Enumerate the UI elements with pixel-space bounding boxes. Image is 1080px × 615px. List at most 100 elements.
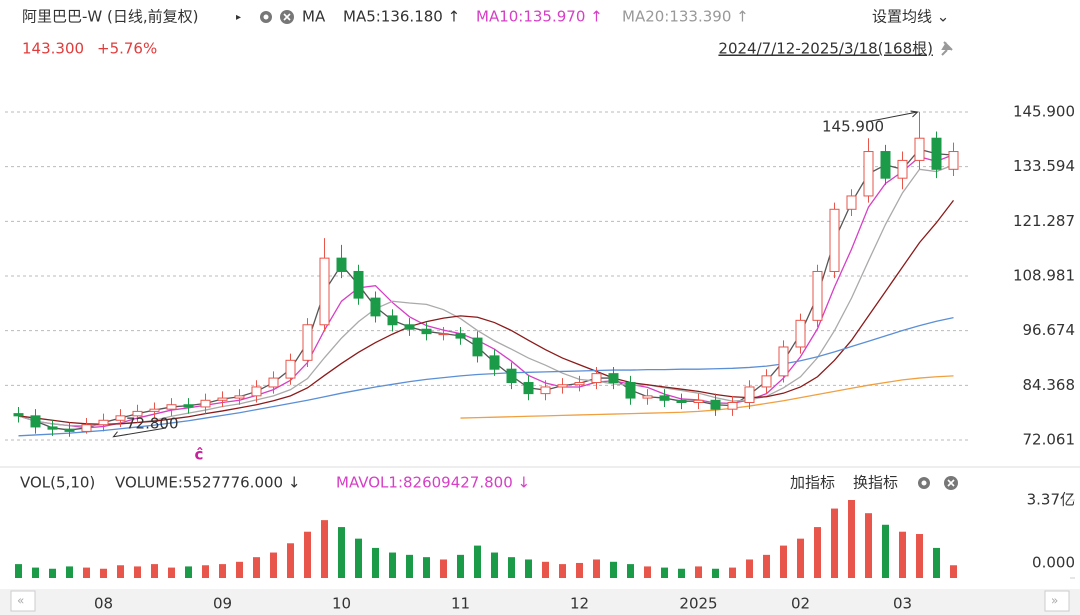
candle-body bbox=[200, 399, 211, 408]
switch-indicator[interactable]: 换指标 bbox=[853, 474, 898, 492]
y-tick-label: 96.674 bbox=[1023, 321, 1076, 339]
vol-settings-icon[interactable] bbox=[918, 477, 930, 489]
candle-body bbox=[727, 402, 738, 410]
volume-bar bbox=[151, 564, 158, 578]
volume-bar bbox=[576, 562, 583, 578]
candle-body bbox=[557, 384, 568, 388]
candle-body bbox=[608, 373, 619, 384]
stock-title[interactable]: 阿里巴巴-W (日线,前复权) bbox=[22, 8, 199, 26]
candle-body bbox=[897, 159, 908, 179]
volume-bar bbox=[66, 566, 73, 578]
vol-close-icon[interactable] bbox=[944, 476, 958, 490]
candle-body bbox=[166, 404, 177, 410]
volume-bar bbox=[355, 538, 362, 578]
volume-bar bbox=[304, 531, 311, 578]
ma-line bbox=[460, 375, 954, 419]
volume-bar bbox=[559, 564, 566, 578]
volume-bar bbox=[933, 547, 940, 578]
volume-bar bbox=[134, 566, 141, 578]
candle-body bbox=[523, 382, 534, 395]
volume-bar bbox=[185, 566, 192, 578]
volume-bar bbox=[763, 554, 770, 578]
candle-body bbox=[115, 415, 126, 421]
volume-bar bbox=[593, 559, 600, 578]
ma-line bbox=[18, 164, 954, 427]
candle-body bbox=[914, 137, 925, 161]
volume-bar bbox=[542, 561, 549, 578]
add-indicator[interactable]: 加指标 bbox=[790, 474, 835, 492]
candle-body bbox=[234, 395, 245, 399]
volume-value: VOLUME:5527776.000 ↓ bbox=[115, 474, 300, 492]
candle-body bbox=[149, 408, 160, 412]
volume-bar bbox=[746, 559, 753, 578]
volume-bar bbox=[831, 508, 838, 578]
volume-bar bbox=[270, 552, 277, 578]
volume-bar bbox=[899, 531, 906, 578]
volume-bar bbox=[32, 567, 39, 578]
candle-body bbox=[319, 257, 330, 326]
ma-settings[interactable]: 设置均线 ⌄ bbox=[872, 8, 949, 26]
volume-bar bbox=[729, 567, 736, 578]
candle-body bbox=[47, 426, 58, 430]
candle-body bbox=[846, 195, 857, 210]
scroll-left[interactable]: « bbox=[10, 590, 36, 612]
candle-body bbox=[795, 319, 806, 348]
candle-body bbox=[64, 428, 75, 432]
vol-label: VOL(5,10) bbox=[20, 474, 95, 492]
candle-body bbox=[574, 382, 585, 386]
ma20-value: MA20:133.390 ↑ bbox=[622, 8, 749, 26]
candle-body bbox=[30, 415, 41, 428]
scroll-right[interactable]: » bbox=[1044, 590, 1070, 612]
volume-bar bbox=[457, 554, 464, 578]
candle-body bbox=[761, 375, 772, 388]
candle-body bbox=[438, 333, 449, 336]
ma-line bbox=[18, 317, 954, 437]
y-tick-label: 0.000 bbox=[1032, 554, 1075, 572]
annotation-arrow bbox=[112, 427, 167, 438]
svg-text:»: » bbox=[1051, 594, 1058, 608]
mavol-value: MAVOL1:82609427.800 ↓ bbox=[336, 474, 530, 492]
expand-arrow[interactable]: ▸ bbox=[236, 12, 241, 23]
volume-bar bbox=[202, 565, 209, 578]
ma-line bbox=[18, 154, 954, 429]
x-tick-label: 09 bbox=[213, 595, 232, 613]
volume-bar bbox=[168, 567, 175, 578]
y-tick-label: 72.061 bbox=[1023, 430, 1076, 448]
candle-body bbox=[676, 399, 687, 404]
volume-bar bbox=[525, 559, 532, 578]
ma10-value: MA10:135.970 ↑ bbox=[476, 8, 603, 26]
x-tick-label: 12 bbox=[570, 595, 589, 613]
candle-body bbox=[98, 419, 109, 426]
volume-bar bbox=[678, 568, 685, 578]
volume-bar bbox=[712, 568, 719, 578]
volume-bar bbox=[253, 557, 260, 578]
settings-icon[interactable] bbox=[260, 11, 272, 23]
volume-bar bbox=[610, 561, 617, 578]
candle-body bbox=[336, 257, 347, 272]
candle-body bbox=[931, 137, 942, 170]
price-change: +5.76% bbox=[97, 40, 157, 58]
y-tick-label: 133.594 bbox=[1013, 157, 1075, 175]
candle-body bbox=[353, 270, 364, 299]
candle-body bbox=[659, 395, 670, 401]
signal-marker: ĉ bbox=[195, 446, 204, 464]
candle-body bbox=[812, 270, 823, 321]
last-price: 143.300 bbox=[22, 40, 84, 58]
candle-body bbox=[506, 368, 517, 384]
date-range[interactable]: 2024/7/12-2025/3/18(168根) bbox=[718, 40, 933, 58]
volume-bar bbox=[508, 557, 515, 578]
volume-bar bbox=[389, 552, 396, 578]
candle-body bbox=[268, 377, 279, 388]
x-tick-label: 10 bbox=[332, 595, 351, 613]
volume-bar bbox=[848, 500, 855, 578]
x-axis-bar bbox=[0, 589, 1080, 615]
volume-bar bbox=[287, 543, 294, 578]
volume-bar bbox=[491, 552, 498, 578]
volume-bar bbox=[83, 567, 90, 578]
volume-bar bbox=[321, 520, 328, 578]
y-tick-label: 121.287 bbox=[1013, 212, 1075, 230]
candle-body bbox=[421, 328, 432, 335]
pin-icon[interactable] bbox=[941, 41, 953, 56]
candle-body bbox=[880, 151, 891, 179]
close-icon[interactable] bbox=[280, 10, 294, 24]
